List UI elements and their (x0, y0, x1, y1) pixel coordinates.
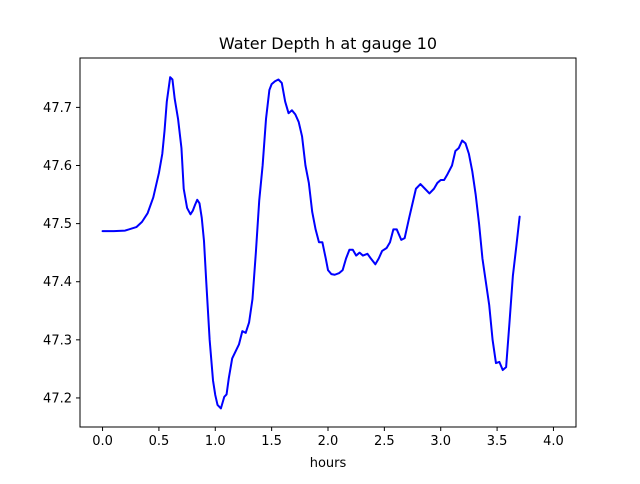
y-tick-label: 47.4 (43, 275, 72, 290)
y-tick-label: 47.6 (43, 159, 72, 174)
x-tick-label: 3.5 (487, 434, 508, 449)
y-tick-label: 47.7 (43, 101, 72, 116)
x-tick-label: 4.0 (543, 434, 564, 449)
x-tick-label: 3.0 (430, 434, 451, 449)
y-tick-label: 47.2 (43, 391, 72, 406)
x-axis-label: hours (310, 456, 347, 471)
y-tick-label: 47.3 (43, 333, 72, 348)
x-axis-ticks: 0.0 0.5 1.0 1.5 2.0 2.5 3.0 3.5 4.0 (92, 427, 564, 449)
x-tick-label: 2.0 (318, 434, 339, 449)
series-line-0 (101, 76, 521, 410)
x-tick-label: 1.5 (261, 434, 282, 449)
x-tick-label: 0.5 (149, 434, 170, 449)
x-tick-label: 2.5 (374, 434, 395, 449)
chart-title: Water Depth h at gauge 10 (219, 34, 437, 53)
x-tick-label: 0.0 (92, 434, 113, 449)
y-axis-ticks: 47.2 47.3 47.4 47.5 47.6 47.7 (43, 101, 80, 406)
x-tick-label: 1.0 (205, 434, 226, 449)
y-tick-label: 47.5 (43, 217, 72, 232)
plot-area (101, 76, 521, 410)
